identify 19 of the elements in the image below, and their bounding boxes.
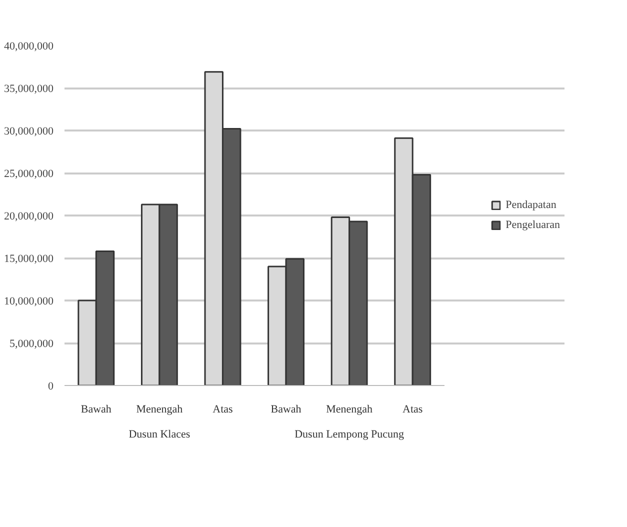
x-tick-label: Menengah: [326, 404, 374, 416]
y-tick-label: 25,000,000: [4, 168, 54, 180]
y-tick-label: 5,000,000: [10, 338, 54, 350]
legend-label: Pengeluaran: [506, 219, 560, 231]
text: Dusun Lempong Pucung: [294, 428, 404, 440]
text: Dusun Klaces: [128, 428, 190, 440]
y-tick-label: 40,000,000: [4, 40, 54, 52]
y-tick-label: 35,000,000: [4, 83, 54, 95]
y-tick-label: 10,000,000: [4, 296, 54, 308]
y-tick-label: 30,000,000: [4, 126, 54, 138]
x-tick-label: Menengah: [136, 404, 184, 416]
x-tick-label: Atas: [402, 404, 423, 416]
y-tick-label: 15,000,000: [4, 253, 54, 265]
legend-label: Pendapatan: [506, 199, 556, 211]
x-tick-label: Bawah: [270, 404, 302, 416]
y-tick-label: 20,000,000: [4, 210, 54, 222]
x-tick-label: Atas: [212, 404, 233, 416]
y-tick-label: 0: [48, 380, 54, 392]
x-tick-label: Bawah: [80, 404, 112, 416]
